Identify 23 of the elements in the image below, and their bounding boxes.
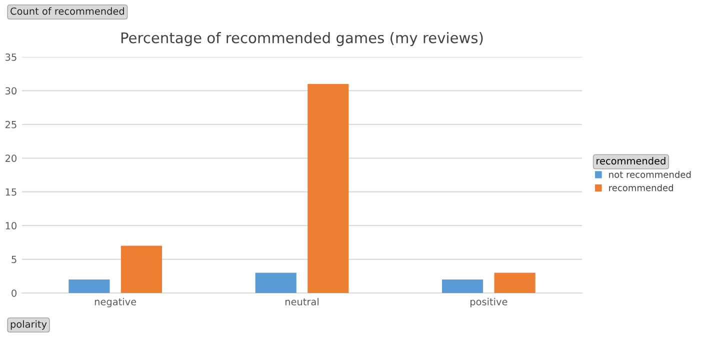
legend-label: not recommended bbox=[609, 170, 691, 178]
y-axis-title: Count of recommended bbox=[10, 7, 124, 15]
y-tick-label: 10 bbox=[6, 222, 16, 230]
legend-title: recommended bbox=[596, 157, 666, 165]
bar bbox=[120, 246, 162, 293]
y-tick-label: 15 bbox=[6, 188, 16, 196]
bar bbox=[442, 280, 484, 293]
legend-label: recommended bbox=[609, 184, 673, 192]
bar bbox=[255, 272, 296, 293]
y-tick-label: 20 bbox=[5, 154, 16, 162]
x-tick-label: neutral bbox=[285, 298, 318, 306]
x-axis-title: polarity bbox=[10, 320, 47, 330]
bar bbox=[308, 84, 349, 293]
x-tick-label: negative bbox=[94, 298, 136, 308]
bar bbox=[494, 272, 536, 293]
bar bbox=[68, 280, 110, 293]
y-tick-label: 30 bbox=[6, 87, 16, 95]
y-tick-label: 25 bbox=[5, 120, 16, 128]
chart-title: Percentage of recommended games (my reviews) bbox=[121, 32, 483, 46]
y-tick-label: 0 bbox=[12, 289, 16, 297]
x-tick-label: positive bbox=[470, 298, 508, 308]
y-tick-label: 35 bbox=[6, 53, 16, 61]
y-tick-label: 5 bbox=[12, 256, 16, 264]
